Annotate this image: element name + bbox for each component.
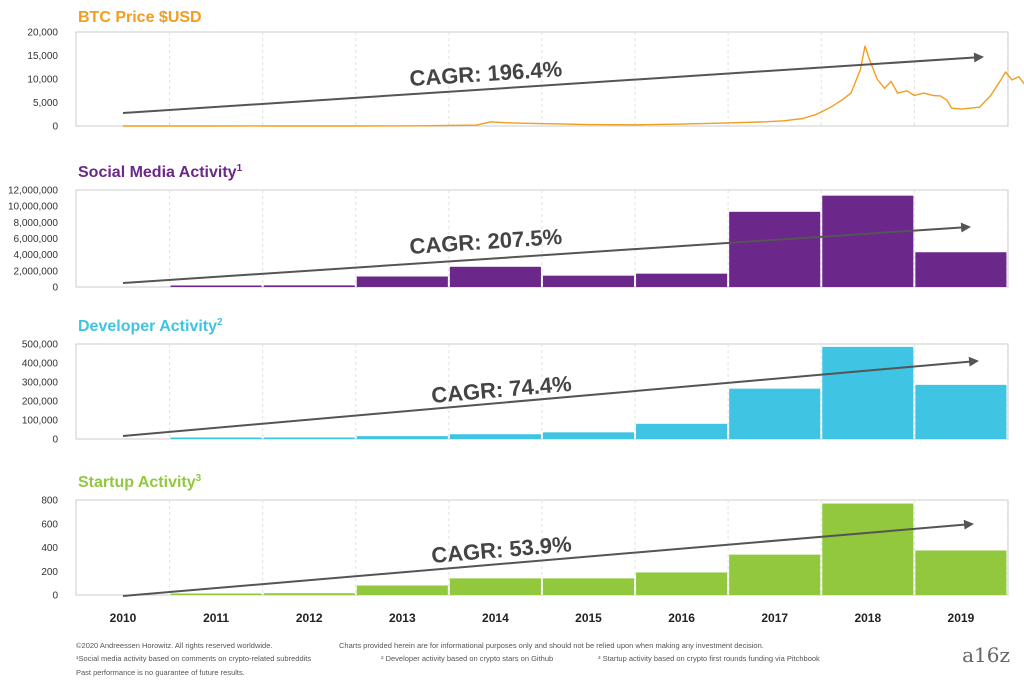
panel-title-2: Developer Activity2 bbox=[78, 317, 223, 335]
xtick-2011: 2011 bbox=[203, 611, 229, 625]
bar-3-2018 bbox=[822, 503, 914, 595]
cagr-arrow-2 bbox=[122, 356, 979, 437]
bar-3-2015 bbox=[542, 578, 635, 595]
cagr-arrow-1 bbox=[122, 222, 971, 284]
bar-1-2015 bbox=[542, 275, 635, 287]
ytick-2-2: 300,000 bbox=[22, 378, 59, 389]
bar-2-2014 bbox=[449, 434, 541, 439]
bar-2-2013 bbox=[356, 436, 448, 439]
panel-title-1: Social Media Activity1 bbox=[78, 163, 243, 181]
panel-title-3: Startup Activity3 bbox=[78, 473, 202, 491]
bar-1-2017 bbox=[729, 211, 821, 287]
bar-2-2012 bbox=[263, 437, 355, 439]
bar-2-2018 bbox=[822, 346, 914, 439]
ytick-0-2: 10,000 bbox=[27, 75, 58, 86]
bar-1-2012 bbox=[263, 285, 355, 287]
ytick-1-4: 4,000,000 bbox=[14, 250, 59, 261]
panel-0: BTC Price $USD20,00015,00010,0005,0000CA… bbox=[27, 9, 1024, 133]
xtick-2016: 2016 bbox=[668, 611, 695, 625]
footnote-2: ² Developer activity based on crypto sta… bbox=[381, 654, 554, 663]
bar-3-2017 bbox=[729, 554, 821, 595]
ytick-1-5: 2,000,000 bbox=[14, 266, 59, 277]
bar-1-2016 bbox=[636, 273, 728, 287]
panel-title-superscript-1: 1 bbox=[237, 163, 243, 174]
bar-1-2011 bbox=[170, 285, 262, 287]
xtick-2014: 2014 bbox=[482, 611, 509, 625]
ytick-3-0: 800 bbox=[41, 496, 58, 507]
bar-2-2016 bbox=[636, 423, 728, 439]
xtick-2017: 2017 bbox=[761, 611, 788, 625]
footnote-past-performance: Past performance is no guarantee of futu… bbox=[76, 668, 245, 677]
bar-3-2019 bbox=[915, 550, 1007, 595]
bar-3-2014 bbox=[449, 578, 541, 595]
xtick-2018: 2018 bbox=[854, 611, 881, 625]
ytick-2-1: 400,000 bbox=[22, 359, 59, 370]
ytick-0-0: 20,000 bbox=[27, 28, 58, 39]
bar-1-2013 bbox=[356, 276, 448, 287]
ytick-0-3: 5,000 bbox=[33, 98, 58, 109]
panel-title-superscript-3: 3 bbox=[196, 473, 202, 484]
footnote-disclaimer: Charts provided herein are for informati… bbox=[339, 641, 764, 650]
cagr-arrow-3 bbox=[122, 519, 974, 597]
xtick-2019: 2019 bbox=[948, 611, 975, 625]
ytick-1-6: 0 bbox=[52, 283, 58, 294]
ytick-1-3: 6,000,000 bbox=[14, 234, 59, 245]
ytick-3-4: 0 bbox=[52, 591, 58, 602]
panel-1: Social Media Activity112,000,00010,000,0… bbox=[8, 163, 1009, 294]
cagr-label-3: CAGR: 53.9% bbox=[430, 531, 572, 568]
xtick-2013: 2013 bbox=[389, 611, 416, 625]
bar-3-2016 bbox=[636, 572, 728, 595]
ytick-1-2: 8,000,000 bbox=[14, 218, 59, 229]
bar-1-2019 bbox=[915, 252, 1007, 287]
bar-3-2012 bbox=[263, 593, 355, 595]
xtick-2010: 2010 bbox=[110, 611, 137, 625]
panel-title-superscript-2: 2 bbox=[217, 317, 223, 328]
bar-1-2018 bbox=[822, 195, 914, 287]
bar-2-2011 bbox=[170, 437, 262, 439]
xtick-2015: 2015 bbox=[575, 611, 602, 625]
ytick-2-5: 0 bbox=[52, 435, 58, 446]
footnote-3: ³ Startup activity based on crypto first… bbox=[598, 654, 820, 663]
cagr-label-1: CAGR: 207.5% bbox=[409, 224, 563, 259]
ytick-2-3: 200,000 bbox=[22, 397, 59, 408]
a16z-logo: a16z bbox=[962, 643, 1010, 667]
ytick-3-1: 600 bbox=[41, 519, 58, 530]
ytick-0-4: 0 bbox=[52, 122, 58, 133]
ytick-1-0: 12,000,000 bbox=[8, 186, 58, 197]
footnote-copyright: ©2020 Andreessen Horowitz. All rights re… bbox=[76, 641, 273, 650]
panel-2: Developer Activity2 500,000 400,000 300,000… bbox=[22, 317, 1009, 446]
ytick-1-1: 10,000,000 bbox=[8, 202, 58, 213]
bar-3-2011 bbox=[170, 593, 262, 595]
ytick-3-3: 200 bbox=[41, 567, 58, 578]
bar-3-2013 bbox=[356, 585, 448, 595]
panel-title-0: BTC Price $USD bbox=[78, 9, 202, 26]
ytick-0-1: 15,000 bbox=[27, 51, 58, 62]
btc-price-line bbox=[123, 45, 1024, 127]
bar-2-2019 bbox=[915, 384, 1007, 439]
bar-2-2017 bbox=[729, 388, 821, 439]
ytick-3-2: 400 bbox=[41, 543, 58, 554]
panel-3: Startup Activity3 800 600 400 200 0 CAGR: 53.9… bbox=[41, 473, 1009, 602]
cagr-arrow-0 bbox=[122, 52, 984, 114]
footnote-1: ¹Social media activity based on comments… bbox=[76, 654, 312, 663]
bar-2-2015 bbox=[542, 432, 635, 439]
bar-1-2014 bbox=[449, 266, 541, 287]
ytick-2-4: 100,000 bbox=[22, 416, 59, 427]
xtick-2012: 2012 bbox=[296, 611, 323, 625]
ytick-2-0: 500,000 bbox=[22, 340, 59, 351]
